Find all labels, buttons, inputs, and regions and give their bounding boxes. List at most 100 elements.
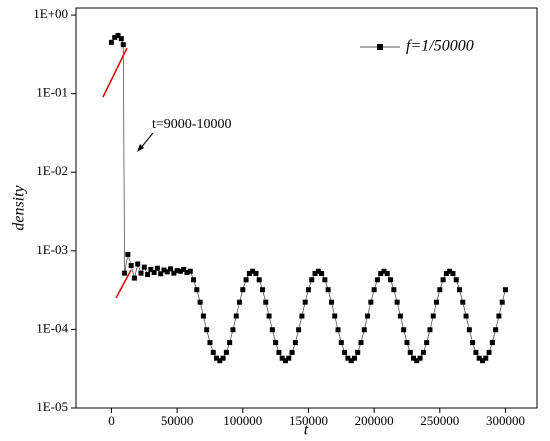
data-point: [496, 313, 502, 319]
data-point: [177, 268, 183, 274]
data-point: [384, 270, 390, 276]
y-tick-label: 1E-03: [36, 242, 68, 257]
data-point: [269, 327, 275, 333]
data-point: [332, 313, 338, 319]
x-tick-label: 200000: [355, 413, 394, 428]
data-point: [148, 266, 154, 272]
x-tick-label: 250000: [420, 413, 459, 428]
y-tick-label: 1E+00: [33, 6, 68, 21]
data-point: [424, 340, 430, 346]
data-point: [319, 270, 325, 276]
data-point: [174, 268, 180, 274]
data-point: [286, 355, 292, 361]
data-point: [118, 36, 124, 42]
data-point: [250, 268, 256, 274]
data-point: [374, 277, 380, 283]
data-point: [184, 269, 190, 275]
data-point: [351, 355, 357, 361]
data-point: [276, 349, 282, 355]
data-point: [312, 270, 318, 276]
data-point: [296, 327, 302, 333]
y-tick-label: 1E-01: [36, 85, 68, 100]
data-point: [145, 271, 151, 277]
data-point: [292, 340, 298, 346]
plot-frame: [75, 7, 538, 409]
data-point: [161, 267, 167, 273]
data-point: [263, 299, 269, 305]
data-point: [151, 269, 157, 275]
data-point: [417, 355, 423, 361]
data-point: [273, 340, 279, 346]
data-point: [361, 327, 367, 333]
data-point: [404, 340, 410, 346]
data-point: [453, 277, 459, 283]
data-point: [489, 340, 495, 346]
data-point: [371, 287, 377, 293]
data-point: [499, 299, 505, 305]
data-point: [486, 349, 492, 355]
data-point: [115, 32, 121, 38]
data-point: [391, 287, 397, 293]
fit-line: [115, 269, 132, 299]
data-point: [355, 349, 361, 355]
data-point: [240, 287, 246, 293]
data-point: [207, 340, 213, 346]
data-point: [463, 313, 469, 319]
data-point: [397, 313, 403, 319]
data-point: [365, 313, 371, 319]
x-tick-label: 0: [108, 413, 115, 428]
data-point: [138, 270, 144, 276]
data-point: [266, 313, 272, 319]
y-tick-label: 1E-04: [36, 320, 68, 335]
data-point: [197, 299, 203, 305]
data-point: [473, 349, 479, 355]
data-point: [214, 355, 220, 361]
y-tick-label: 1E-02: [36, 163, 68, 178]
data-point: [411, 355, 417, 361]
data-point: [120, 42, 126, 48]
data-point: [194, 287, 200, 293]
data-point: [246, 270, 252, 276]
data-point: [328, 299, 334, 305]
data-point: [217, 358, 223, 364]
x-tick-label: 50000: [161, 413, 194, 428]
data-point: [237, 299, 243, 305]
x-tick-label: 100000: [223, 413, 262, 428]
data-point: [282, 358, 288, 364]
data-point: [112, 34, 118, 40]
data-point: [348, 358, 354, 364]
data-point: [108, 39, 114, 45]
y-tick-label: 1E-05: [36, 399, 68, 414]
data-point: [466, 327, 472, 333]
data-point: [450, 270, 456, 276]
legend-label: f=1/50000: [406, 38, 474, 55]
data-point: [315, 268, 321, 274]
data-point: [256, 277, 262, 283]
data-point: [122, 270, 128, 276]
x-tick-label: 300000: [486, 413, 525, 428]
data-point: [427, 327, 433, 333]
data-point: [342, 349, 348, 355]
data-point: [457, 287, 463, 293]
data-point: [227, 340, 233, 346]
data-point: [260, 287, 266, 293]
data-point: [243, 277, 249, 283]
data-point: [460, 299, 466, 305]
x-axis-label: t: [304, 422, 309, 439]
data-point: [388, 277, 394, 283]
data-point: [158, 271, 164, 277]
data-point: [430, 313, 436, 319]
data-point: [322, 277, 328, 283]
data-point: [434, 299, 440, 305]
data-point: [401, 327, 407, 333]
data-point: [447, 268, 453, 274]
data-point: [191, 277, 197, 283]
data-point: [414, 358, 420, 364]
data-point: [381, 268, 387, 274]
x-tick-label: 150000: [289, 413, 328, 428]
data-point: [164, 269, 170, 275]
data-point: [220, 355, 226, 361]
data-point: [135, 261, 141, 267]
legend-marker: [377, 44, 383, 50]
